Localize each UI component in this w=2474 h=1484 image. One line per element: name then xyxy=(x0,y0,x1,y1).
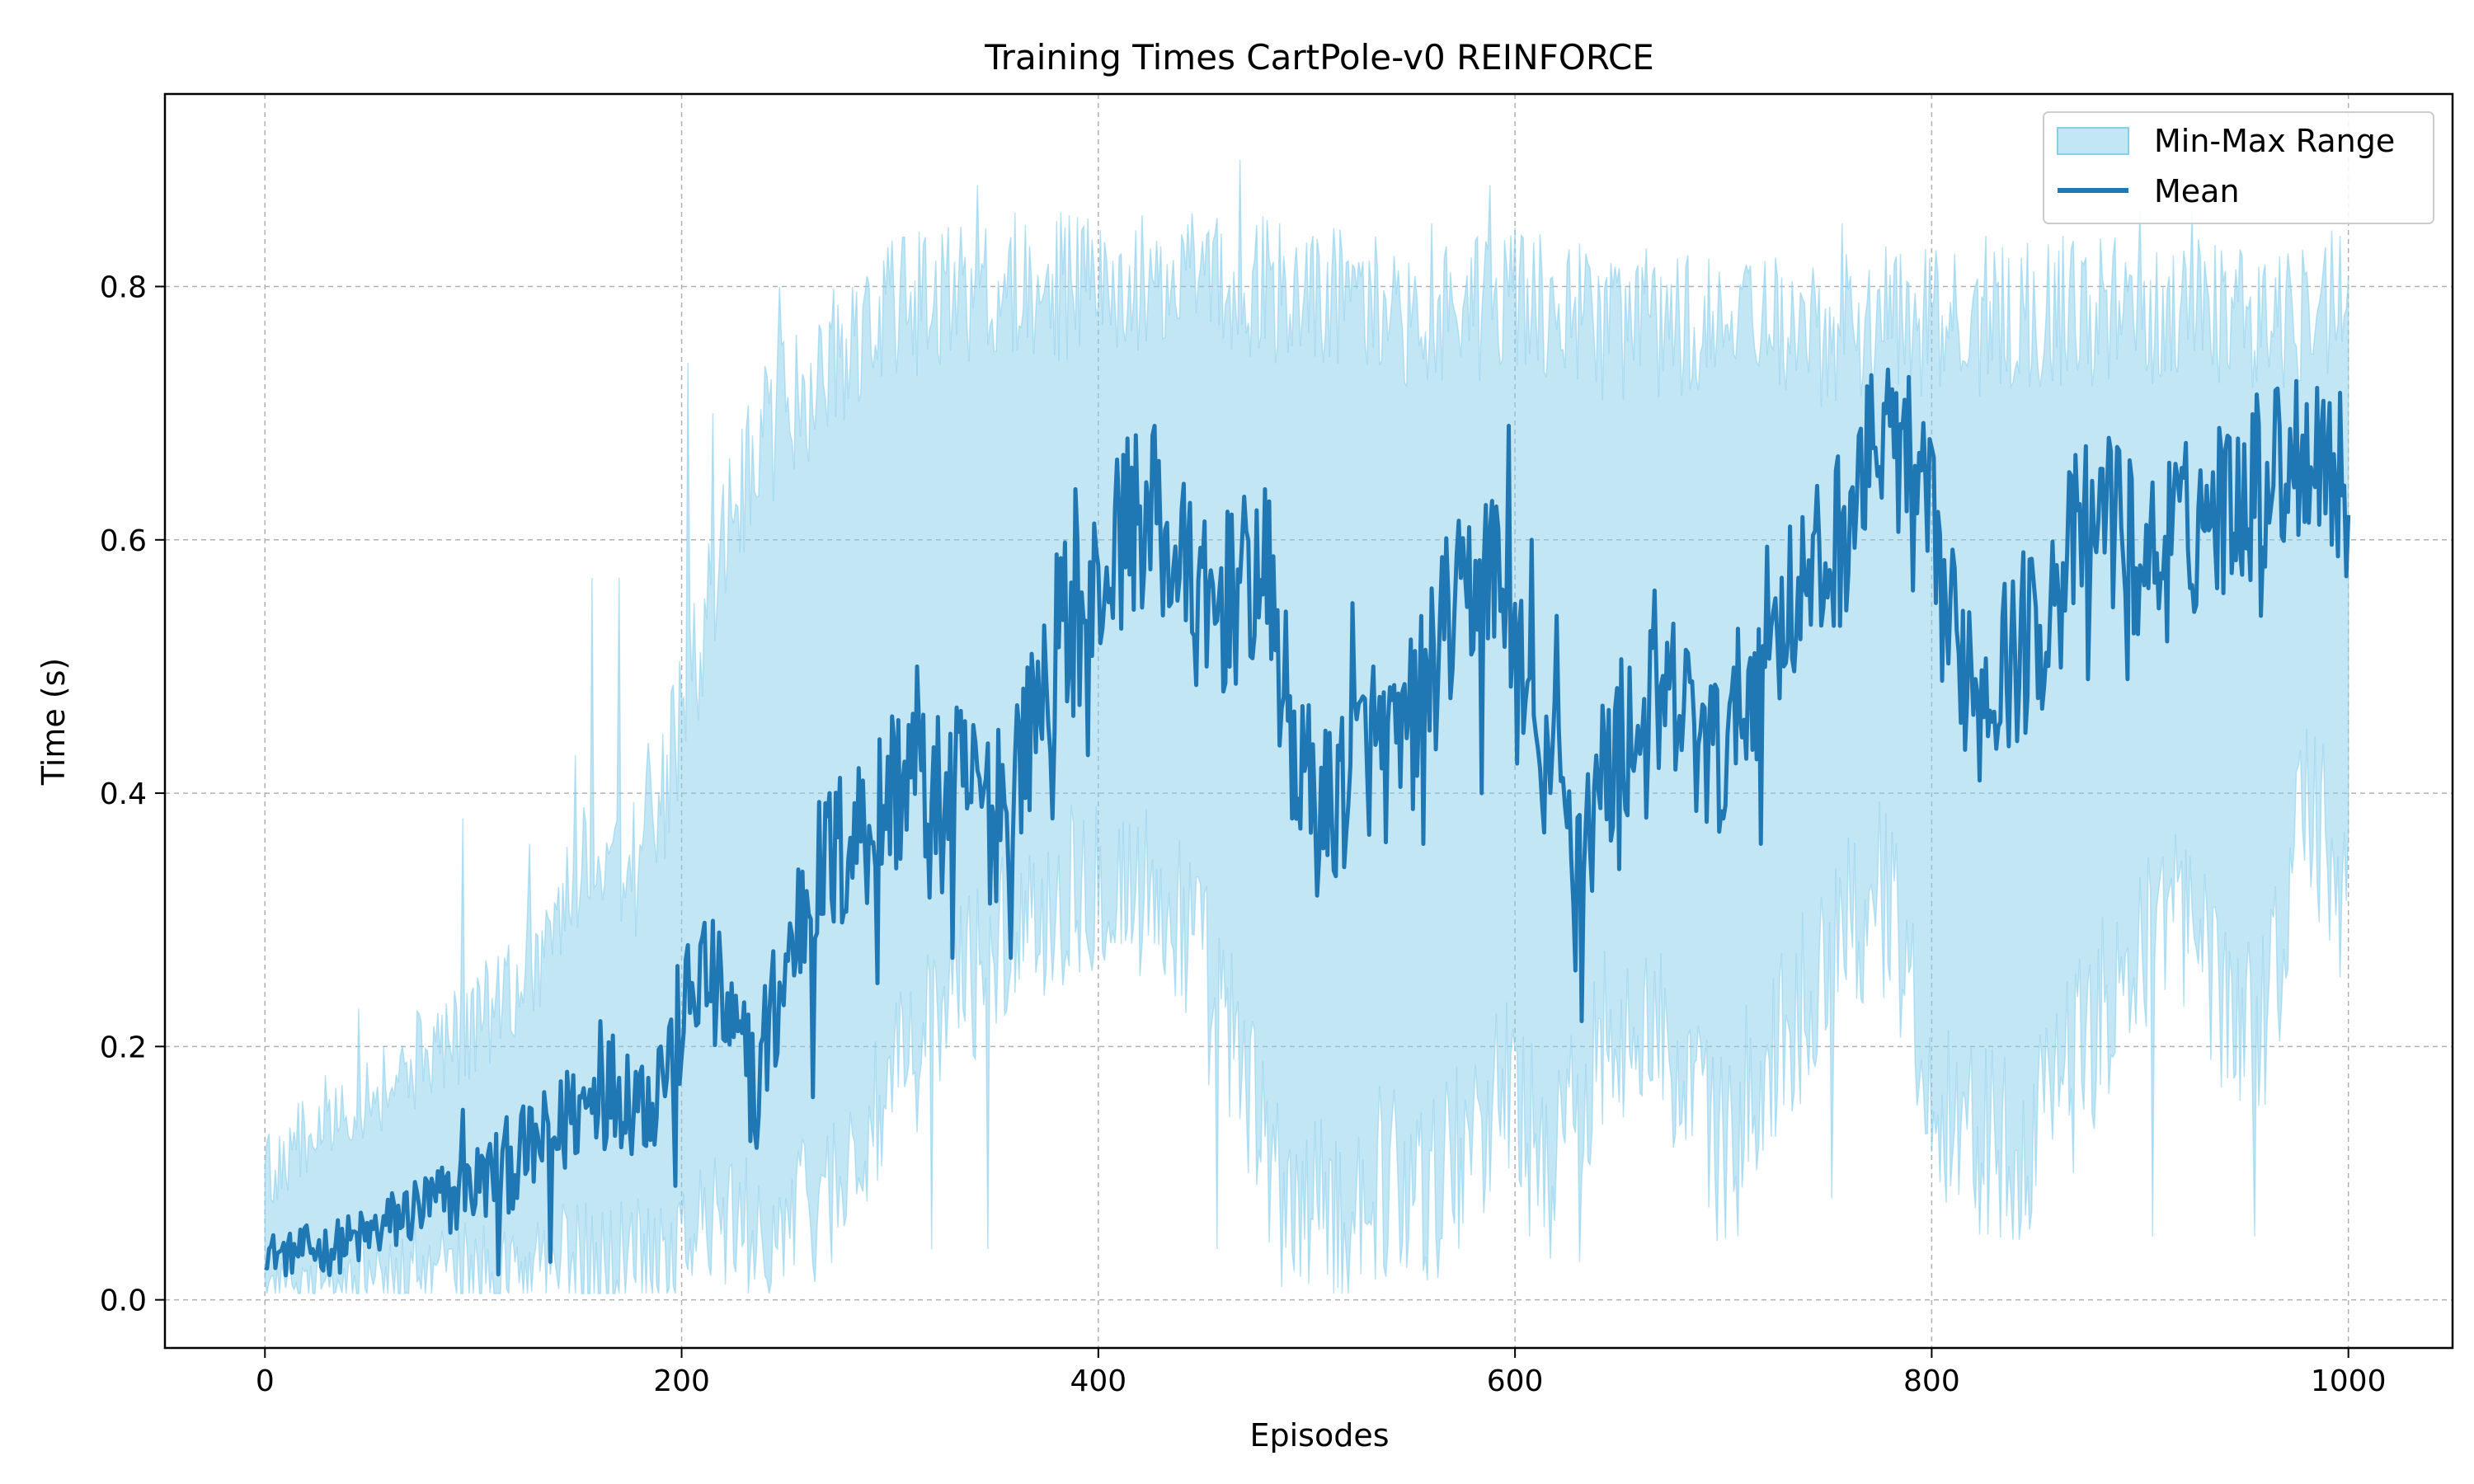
legend-label-mean: Mean xyxy=(2154,173,2240,209)
x-tick-label: 600 xyxy=(1487,1364,1544,1398)
x-tick-label: 1000 xyxy=(2311,1364,2387,1398)
plot-frame xyxy=(163,92,2454,1350)
y-tick-label: 0.4 xyxy=(100,777,147,811)
x-tick-label: 400 xyxy=(1070,1364,1126,1398)
axis-ticks: 0 200 400 600 800 1000 0.0 0.2 0.4 0.6 0.8 xyxy=(100,271,2387,1398)
y-tick-label: 0.2 xyxy=(100,1031,147,1064)
x-axis-label: Episodes xyxy=(1249,1417,1389,1453)
x-tick-label: 0 xyxy=(256,1364,275,1398)
x-tick-label: 800 xyxy=(1903,1364,1960,1398)
legend: Min-Max Range Mean xyxy=(2043,111,2434,224)
y-tick-label: 0.6 xyxy=(100,524,147,558)
mean-line xyxy=(264,367,2351,1278)
y-tick-label: 0.0 xyxy=(100,1284,147,1318)
legend-label-band: Min-Max Range xyxy=(2154,123,2395,159)
chart-title: Training Times CartPole-v0 REINFORCE xyxy=(984,37,1654,77)
legend-box xyxy=(2043,111,2434,224)
legend-swatch-band xyxy=(2057,127,2129,155)
x-tick-label: 200 xyxy=(653,1364,710,1398)
mean-series xyxy=(264,367,2351,1278)
y-axis-label: Time (s) xyxy=(35,658,72,787)
y-tick-label: 0.8 xyxy=(100,271,147,305)
